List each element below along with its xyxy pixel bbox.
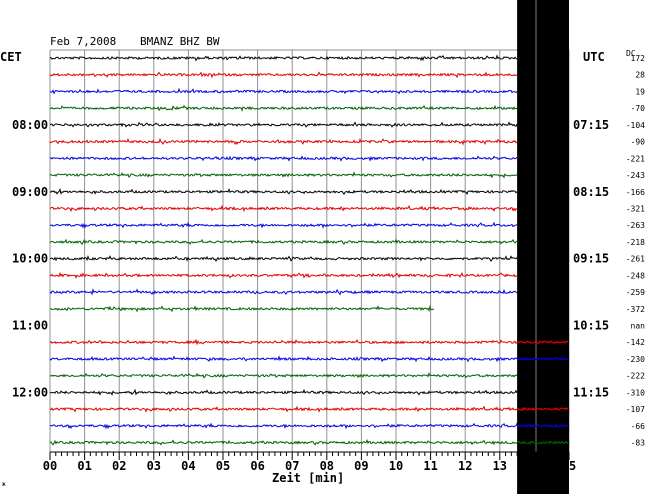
trace-row-14 <box>49 288 518 296</box>
trace-row-23 <box>49 438 570 446</box>
dc-offset-label: -107 <box>626 405 645 414</box>
trace-row-1 <box>49 71 518 79</box>
trace-row-19 <box>49 372 518 379</box>
trace-row-22-band-part <box>516 423 569 429</box>
x-tick-label: 08 <box>320 459 334 473</box>
trace-row-18-band-part <box>516 356 569 361</box>
x-tick-label: 05 <box>216 459 230 473</box>
x-tick-label: 06 <box>250 459 264 473</box>
dc-offset-label: -83 <box>631 439 646 448</box>
x-tick-label: 01 <box>77 459 91 473</box>
dark-band-rect <box>517 0 569 494</box>
trace-row-11 <box>49 238 518 246</box>
x-tick-label: 15 <box>562 459 576 473</box>
trace-row-22 <box>49 422 570 430</box>
dc-offset-label: -222 <box>626 372 645 381</box>
trace-row-8 <box>49 187 518 196</box>
dc-offset-label: -230 <box>626 355 645 364</box>
dc-offset-label: 28 <box>635 71 645 80</box>
dc-offset-label: -70 <box>631 104 646 113</box>
x-tick-label: 00 <box>43 459 57 473</box>
dc-offset-label: -90 <box>631 138 646 147</box>
x-axis <box>49 451 570 460</box>
left-hour-label: 08:00 <box>12 118 48 132</box>
right-timezone-label: UTC <box>583 50 605 64</box>
x-tick-label: 13 <box>493 459 507 473</box>
grid-layer <box>49 49 570 452</box>
trace-row-21-band-part <box>516 406 569 412</box>
left-hour-labels: 08:00 09:00 10:00 11:00 12:00 <box>12 118 48 400</box>
x-tick-label: 12 <box>458 459 472 473</box>
chart-date-title: Feb 7,2008 <box>50 35 116 48</box>
dc-offset-label: -263 <box>626 221 645 230</box>
dc-offset-label: 19 <box>635 87 645 96</box>
dc-offset-label: -66 <box>631 422 646 431</box>
trace-row-2 <box>49 87 518 95</box>
trace-row-23-band-part <box>516 440 569 445</box>
trace-row-3 <box>49 104 518 112</box>
right-hour-labels: 07:15 08:15 09:15 10:15 11:15 <box>573 118 609 400</box>
right-hour-label: 11:15 <box>573 385 609 399</box>
right-hour-label: 08:15 <box>573 185 609 199</box>
dc-offset-label: -166 <box>626 188 645 197</box>
trace-row-4 <box>49 121 518 128</box>
left-hour-label: 12:00 <box>12 385 48 399</box>
dc-offset-label: -259 <box>626 288 645 297</box>
x-tick-label: 10 <box>389 459 403 473</box>
right-hour-label: 07:15 <box>573 118 609 132</box>
dc-offset-label: -218 <box>626 238 645 247</box>
trace-row-21 <box>49 405 570 413</box>
x-tick-label: 14 <box>527 459 541 473</box>
x-tick-label: 04 <box>181 459 195 473</box>
left-hour-label: 09:00 <box>12 185 48 199</box>
trace-row-6 <box>49 155 518 162</box>
trace-row-12 <box>49 254 518 262</box>
dc-offset-labels: 172 28 19 -70 -104 -90 -221 -243 -166 -321 -263 -21… <box>626 54 645 448</box>
dc-offset-label: -310 <box>626 388 645 397</box>
x-tick-label: 02 <box>112 459 126 473</box>
trace-row-10 <box>49 221 518 229</box>
dc-offset-label: -261 <box>626 255 645 264</box>
dc-offset-label: nan <box>631 322 646 331</box>
traces-layer <box>49 54 570 446</box>
x-tick-label: 03 <box>147 459 161 473</box>
dc-offset-label: -221 <box>626 154 645 163</box>
x-tick-label: 09 <box>354 459 368 473</box>
dc-offset-label: -372 <box>626 305 645 314</box>
x-tick-labels: 00 01 02 03 04 05 06 07 08 09 10 11 12 13 14 15 <box>43 459 576 473</box>
dc-header-label: DC <box>626 49 636 58</box>
right-hour-label: 10:15 <box>573 319 609 333</box>
dc-offset-label: -104 <box>626 121 645 130</box>
trace-row-17 <box>49 338 570 346</box>
dark-band <box>516 0 569 494</box>
corner-mark: ж <box>2 481 6 488</box>
left-hour-label: 11:00 <box>12 319 48 333</box>
trace-row-18 <box>49 355 570 363</box>
trace-row-0 <box>49 54 518 62</box>
trace-row-7 <box>49 171 518 179</box>
x-tick-label: 07 <box>285 459 299 473</box>
trace-row-17-band-part <box>516 340 569 344</box>
right-hour-label: 09:15 <box>573 252 609 266</box>
dc-offset-label: -321 <box>626 204 645 213</box>
dc-offset-label: -248 <box>626 271 645 280</box>
trace-row-20 <box>49 388 518 396</box>
left-hour-label: 10:00 <box>12 252 48 266</box>
dc-offset-label: 172 <box>631 54 646 63</box>
dc-offset-label: -142 <box>626 338 645 347</box>
dc-offset-label: -243 <box>626 171 645 180</box>
x-axis-title: Zeit [min] <box>272 471 344 485</box>
x-tick-label: 11 <box>423 459 437 473</box>
station-label: BMANZ BHZ BW <box>140 35 220 48</box>
trace-row-5 <box>49 137 518 146</box>
trace-row-13 <box>49 271 518 279</box>
trace-row-15 <box>50 304 435 313</box>
left-timezone-label: CET <box>0 50 22 64</box>
trace-row-9 <box>49 204 518 213</box>
